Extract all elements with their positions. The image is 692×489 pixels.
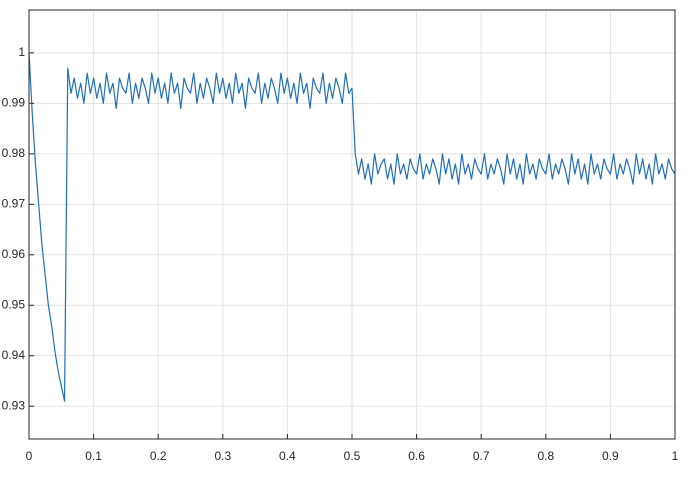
y-tick-label: 1 [18, 45, 25, 59]
y-tick-label: 0.97 [2, 196, 26, 210]
x-tick-label: 0.8 [537, 449, 554, 463]
y-tick-label: 0.93 [2, 398, 26, 412]
x-tick-label: 0.7 [473, 449, 490, 463]
axes-box [28, 9, 676, 440]
y-tick-label: 0.95 [2, 297, 26, 311]
x-tick-label: 0 [26, 449, 33, 463]
y-tick-label: 0.94 [2, 348, 26, 362]
x-tick-label: 1 [672, 449, 679, 463]
x-tick-label: 0.1 [85, 449, 102, 463]
x-tick-label: 0.3 [214, 449, 231, 463]
x-tick-label: 0.2 [150, 449, 167, 463]
y-tick-label: 0.99 [2, 96, 26, 110]
y-tick-label: 0.96 [2, 247, 26, 261]
x-tick-label: 0.6 [408, 449, 425, 463]
x-tick-label: 0.4 [279, 449, 296, 463]
data-line [28, 52, 676, 402]
x-tick-label: 0.5 [344, 449, 361, 463]
x-tick-label: 0.9 [602, 449, 619, 463]
y-tick-label: 0.98 [2, 146, 26, 160]
